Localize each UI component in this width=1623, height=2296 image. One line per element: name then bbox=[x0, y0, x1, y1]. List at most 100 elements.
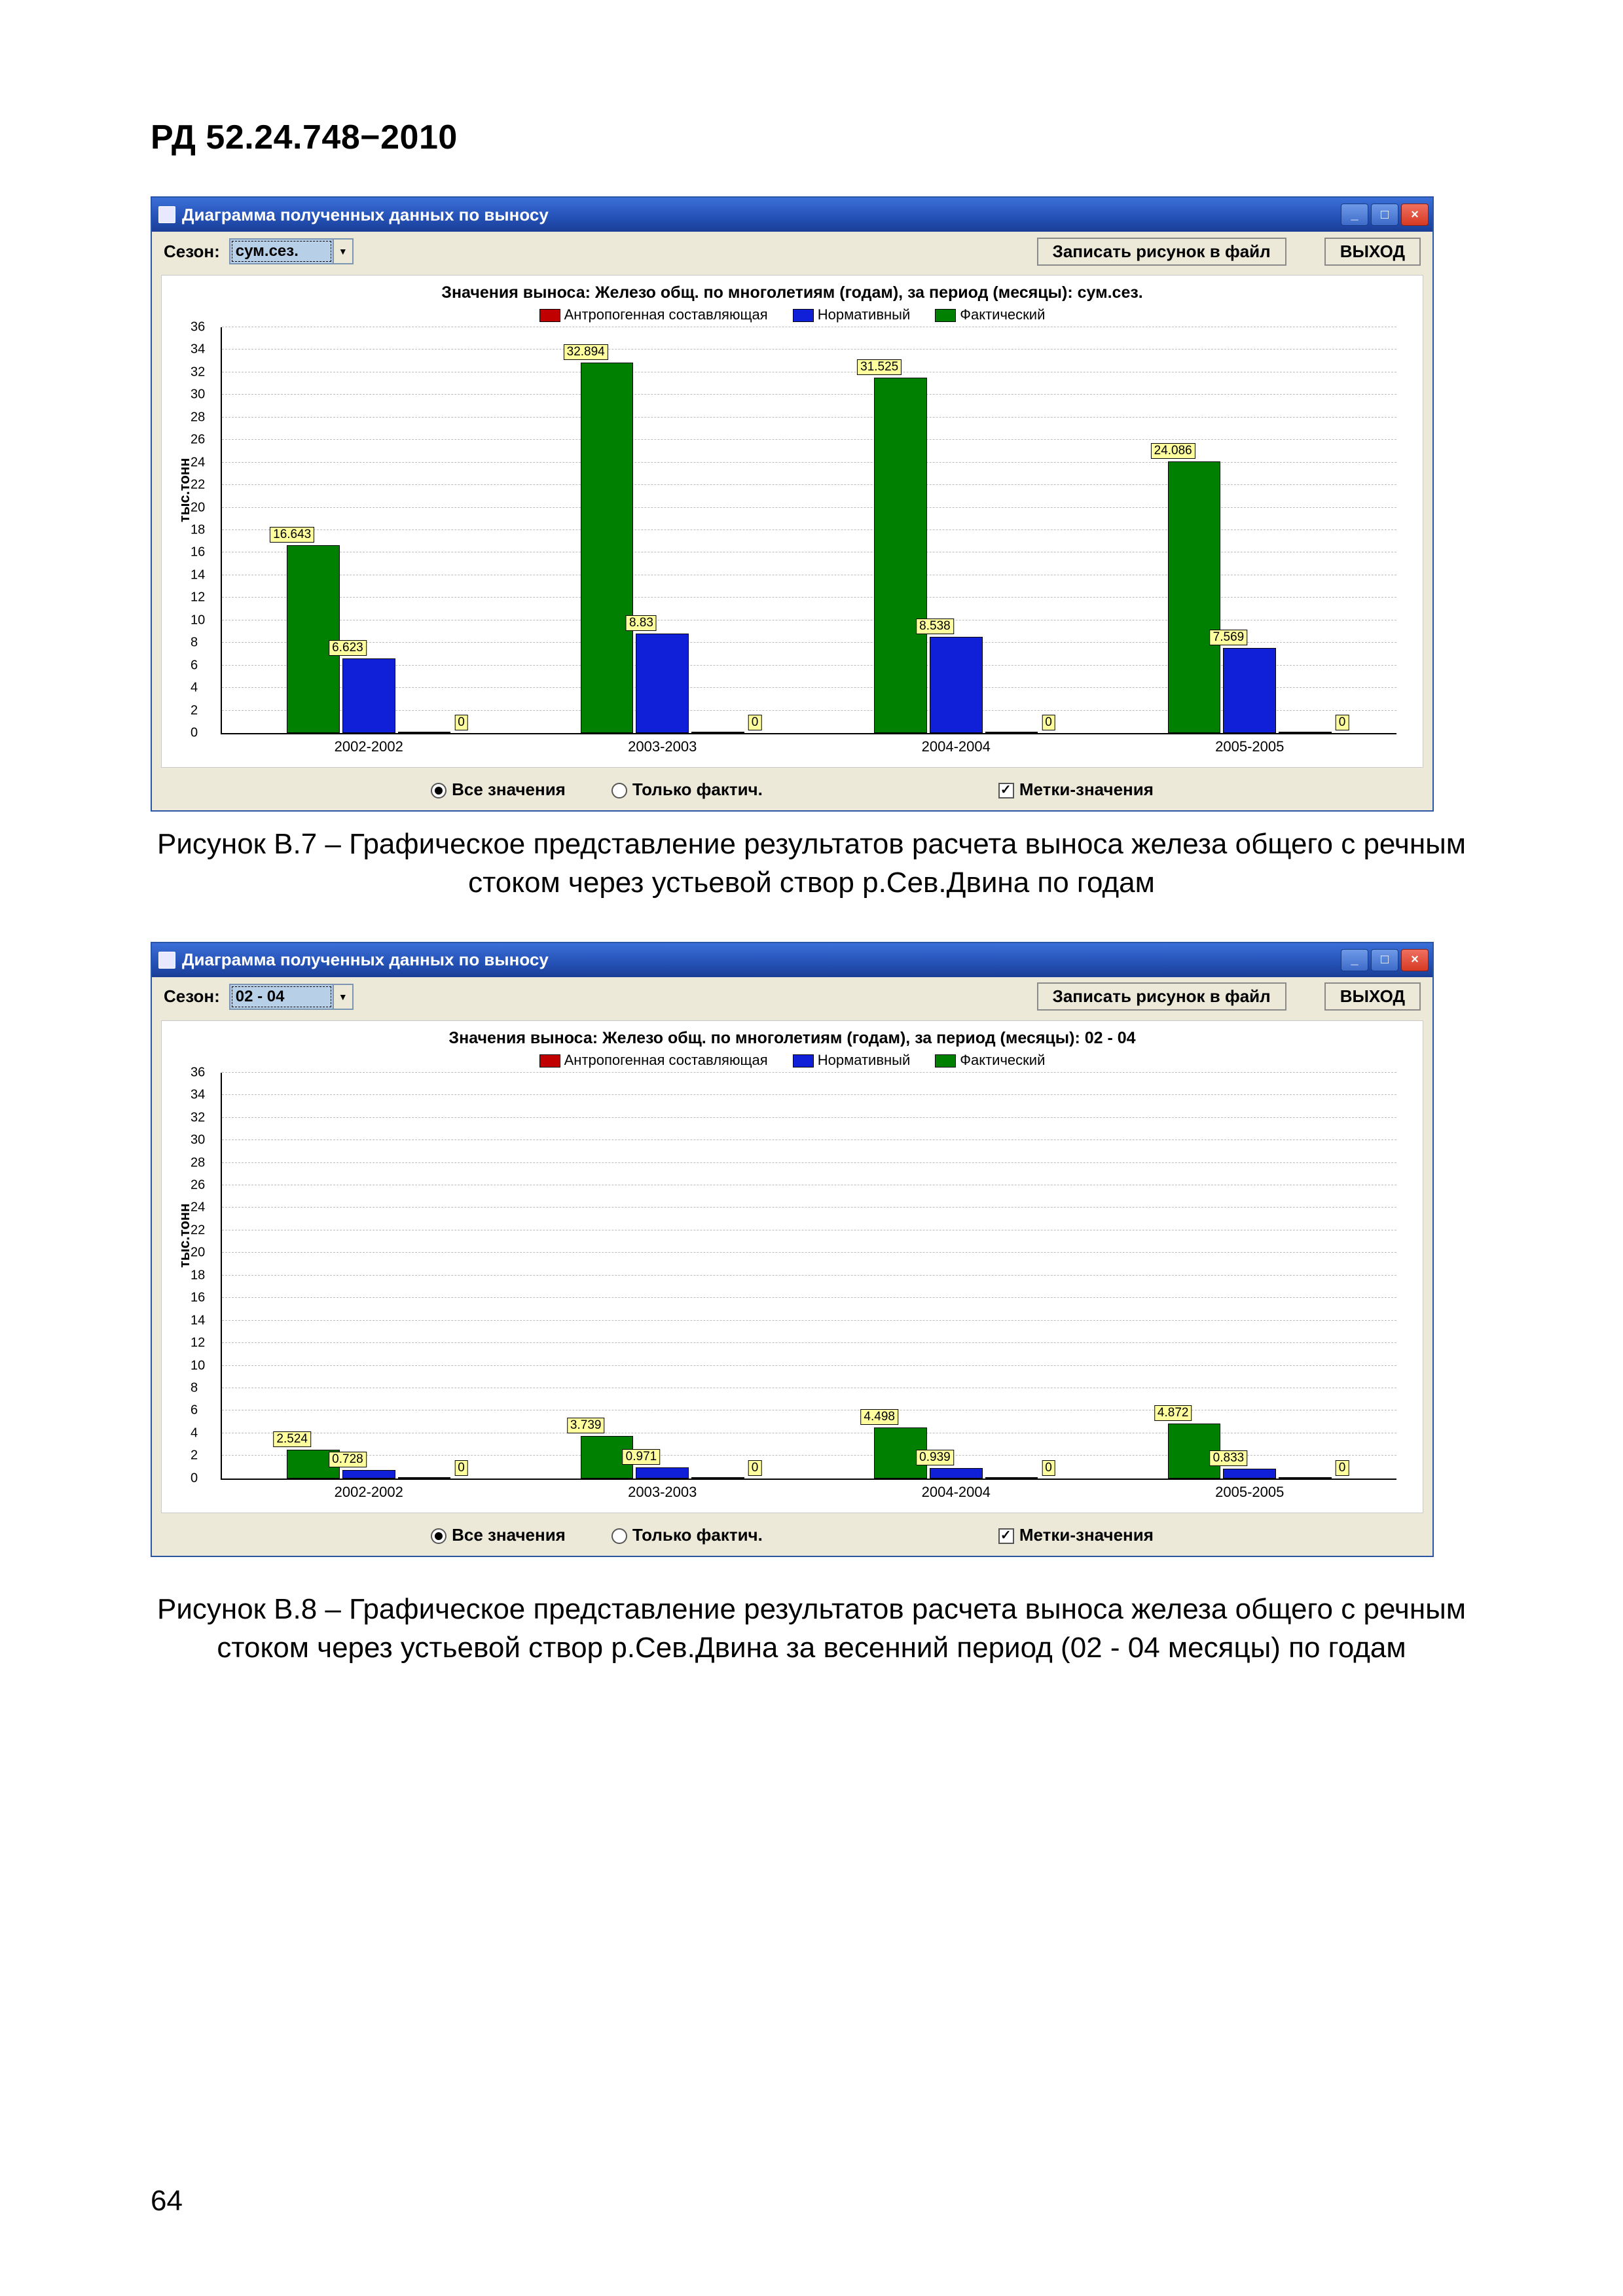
y-tick: 6 bbox=[191, 1403, 198, 1418]
value-label: 0 bbox=[1042, 1460, 1055, 1476]
bar-anthro bbox=[691, 1477, 744, 1479]
legend-fact: Фактический bbox=[935, 1052, 1045, 1069]
minimize-button[interactable]: _ bbox=[1341, 204, 1368, 226]
chevron-down-icon: ▼ bbox=[333, 240, 352, 263]
bar-norm bbox=[636, 634, 689, 733]
gridline bbox=[222, 394, 1396, 395]
value-label: 0.939 bbox=[916, 1450, 954, 1465]
gridline bbox=[222, 439, 1396, 440]
minimize-button[interactable]: _ bbox=[1341, 949, 1368, 971]
season-label: Сезон: bbox=[164, 242, 220, 262]
y-tick: 28 bbox=[191, 410, 205, 425]
exit-button[interactable]: ВЫХОД bbox=[1324, 238, 1421, 266]
check-value-labels[interactable]: Метки-значения bbox=[998, 1525, 1154, 1545]
gridline bbox=[222, 1094, 1396, 1095]
value-label: 7.569 bbox=[1210, 630, 1248, 645]
value-label: 0.971 bbox=[623, 1449, 661, 1465]
radio-all-values[interactable]: Все значения bbox=[431, 780, 566, 800]
gridline bbox=[222, 1207, 1396, 1208]
maximize-button[interactable]: □ bbox=[1371, 949, 1398, 971]
season-combo[interactable]: сум.сез. ▼ bbox=[229, 238, 354, 264]
figure-caption-1: Рисунок В.7 – Графическое представление … bbox=[151, 825, 1472, 903]
bar-norm bbox=[342, 1470, 395, 1479]
radio-all-values[interactable]: Все значения bbox=[431, 1525, 566, 1545]
gridline bbox=[222, 1117, 1396, 1118]
exit-button[interactable]: ВЫХОД bbox=[1324, 982, 1421, 1011]
bar-norm bbox=[1223, 1469, 1276, 1478]
legend-anthro: Антропогенная составляющая bbox=[539, 306, 768, 323]
gridline bbox=[222, 349, 1396, 350]
toolbar: Сезон: сум.сез. ▼ Записать рисунок в фай… bbox=[152, 232, 1432, 271]
doc-header: РД 52.24.748−2010 bbox=[151, 118, 1472, 157]
bar-fact bbox=[581, 363, 634, 734]
value-label: 0.728 bbox=[329, 1452, 367, 1467]
chart-title: Значения выноса: Железо общ. по многолет… bbox=[162, 276, 1423, 306]
y-tick: 8 bbox=[191, 1381, 198, 1396]
maximize-button[interactable]: □ bbox=[1371, 204, 1398, 226]
titlebar: Диаграмма полученных данных по выносу _ … bbox=[152, 943, 1432, 977]
value-label: 4.498 bbox=[860, 1409, 898, 1425]
value-label: 24.086 bbox=[1151, 443, 1195, 459]
y-tick: 24 bbox=[191, 1200, 205, 1215]
bar-anthro bbox=[1279, 1477, 1332, 1479]
value-label: 0 bbox=[1336, 715, 1349, 730]
y-tick: 12 bbox=[191, 590, 205, 605]
y-tick: 14 bbox=[191, 1313, 205, 1328]
x-tick-label: 2005-2005 bbox=[1215, 1484, 1284, 1501]
app-icon bbox=[158, 952, 175, 969]
legend-anthro: Антропогенная составляющая bbox=[539, 1052, 768, 1069]
legend: Антропогенная составляющая Нормативный Ф… bbox=[162, 306, 1423, 327]
y-tick: 28 bbox=[191, 1155, 205, 1170]
bar-fact bbox=[874, 378, 927, 733]
y-tick: 34 bbox=[191, 1088, 205, 1103]
gridline bbox=[222, 1320, 1396, 1321]
bar-fact bbox=[1168, 461, 1221, 733]
bar-norm bbox=[342, 658, 395, 733]
chart-title: Значения выноса: Железо общ. по многолет… bbox=[162, 1021, 1423, 1052]
bar-norm bbox=[930, 1468, 983, 1479]
close-button[interactable]: × bbox=[1401, 204, 1429, 226]
y-tick: 2 bbox=[191, 703, 198, 718]
value-label: 6.623 bbox=[329, 640, 367, 656]
footer-controls: Все значения Только фактич. Метки-значен… bbox=[152, 772, 1432, 810]
bar-norm bbox=[1223, 648, 1276, 733]
season-combo-value: сум.сез. bbox=[230, 240, 333, 263]
gridline bbox=[222, 1139, 1396, 1140]
season-combo[interactable]: 02 - 04 ▼ bbox=[229, 984, 354, 1010]
figure-caption-2: Рисунок В.8 – Графическое представление … bbox=[151, 1590, 1472, 1668]
check-value-labels[interactable]: Метки-значения bbox=[998, 780, 1154, 800]
y-tick: 30 bbox=[191, 1133, 205, 1148]
value-label: 31.525 bbox=[857, 359, 902, 375]
value-label: 0 bbox=[454, 715, 468, 730]
y-tick: 4 bbox=[191, 1426, 198, 1441]
y-tick: 20 bbox=[191, 500, 205, 515]
y-tick: 26 bbox=[191, 433, 205, 448]
radio-only-fact[interactable]: Только фактич. bbox=[611, 1525, 763, 1545]
gridline bbox=[222, 1297, 1396, 1298]
value-label: 0.833 bbox=[1210, 1450, 1248, 1466]
chart-area-1: Значения выноса: Железо общ. по многолет… bbox=[161, 275, 1423, 768]
bar-anthro bbox=[398, 1477, 451, 1479]
radio-only-fact[interactable]: Только фактич. bbox=[611, 780, 763, 800]
legend-norm: Нормативный bbox=[793, 306, 911, 323]
y-tick: 32 bbox=[191, 365, 205, 380]
app-icon bbox=[158, 206, 175, 223]
close-button[interactable]: × bbox=[1401, 949, 1429, 971]
gridline bbox=[222, 1252, 1396, 1253]
x-tick-label: 2004-2004 bbox=[922, 1484, 991, 1501]
y-tick: 32 bbox=[191, 1110, 205, 1125]
plot-area-1: 0246810121416182022242628303234362002-20… bbox=[221, 327, 1396, 734]
x-tick-label: 2005-2005 bbox=[1215, 738, 1284, 755]
y-tick: 10 bbox=[191, 613, 205, 628]
window-1: Диаграмма полученных данных по выносу _ … bbox=[151, 196, 1434, 812]
bar-norm bbox=[930, 637, 983, 733]
value-label: 0 bbox=[1042, 715, 1055, 730]
window-title: Диаграмма полученных данных по выносу bbox=[182, 950, 549, 970]
window-title: Диаграмма полученных данных по выносу bbox=[182, 205, 549, 225]
y-tick: 10 bbox=[191, 1358, 205, 1373]
gridline bbox=[222, 1072, 1396, 1073]
value-label: 0 bbox=[1336, 1460, 1349, 1476]
save-button[interactable]: Записать рисунок в файл bbox=[1037, 982, 1286, 1011]
x-tick-label: 2004-2004 bbox=[922, 738, 991, 755]
save-button[interactable]: Записать рисунок в файл bbox=[1037, 238, 1286, 266]
